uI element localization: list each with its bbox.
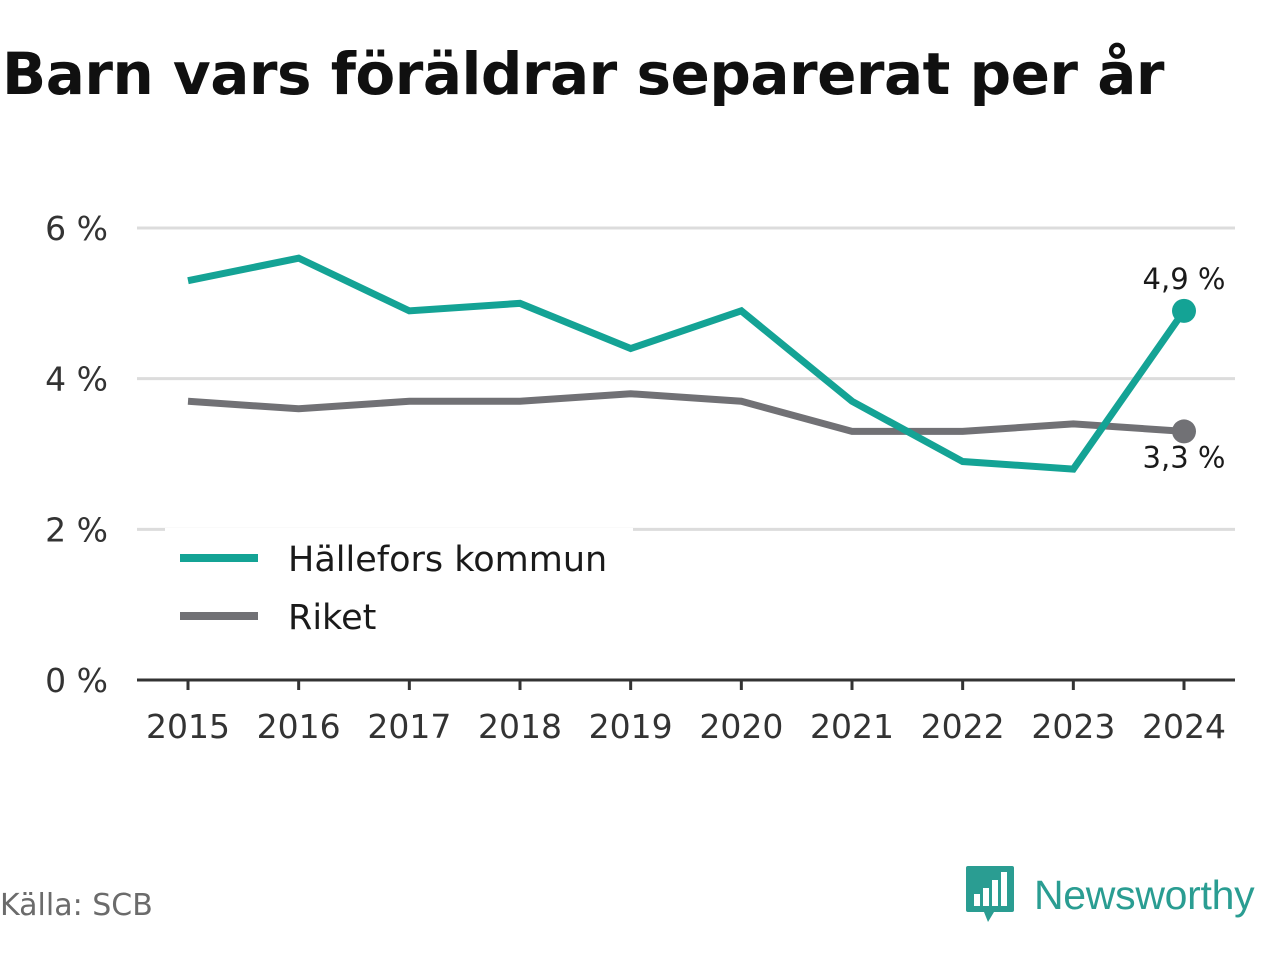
x-tick-label: 2022 <box>921 707 1005 746</box>
grid-lines <box>137 226 1235 531</box>
x-tick-label: 2021 <box>810 707 894 746</box>
x-tick-label: 2018 <box>478 707 562 746</box>
series-line <box>187 254 1187 473</box>
series-end-point <box>1172 298 1196 323</box>
series-end-label: 3,3 % <box>1143 440 1226 474</box>
legend-label: Riket <box>288 598 376 638</box>
legend: Hällefors kommun Riket <box>165 528 633 644</box>
x-tick-label: 2019 <box>589 707 673 746</box>
x-tick-label: 2020 <box>699 707 783 746</box>
brand-logo[interactable]: Newsworthy <box>964 864 1255 926</box>
series-end-point <box>1172 419 1196 444</box>
x-tick-label: 2017 <box>367 707 451 746</box>
x-tick-label: 2024 <box>1142 707 1226 746</box>
x-axis-labels: 2015 2016 2017 2018 2019 2020 2021 2022 2023 2024 <box>146 707 1226 746</box>
brand-name: Newsworthy <box>1034 871 1255 918</box>
y-axis-labels: 0 % 2 % 4 % 6 % <box>45 209 108 700</box>
legend-label: Hällefors kommun <box>288 540 607 580</box>
series-line <box>187 390 1185 435</box>
series-end-label: 4,9 % <box>1143 262 1226 296</box>
line-chart: 0 % 2 % 4 % 6 % 2015 2016 2017 2018 2019 2020 202… <box>45 209 1235 746</box>
y-tick-label: 0 % <box>45 661 108 700</box>
x-tick-label: 2016 <box>257 707 341 746</box>
legend-background <box>165 528 633 644</box>
x-axis <box>137 678 1235 690</box>
x-tick-label: 2023 <box>1031 707 1115 746</box>
y-tick-label: 2 % <box>45 510 108 549</box>
x-tick-label: 2015 <box>146 707 230 746</box>
end-labels: 4,9 % 3,3 % <box>1143 262 1226 475</box>
y-tick-label: 6 % <box>45 209 108 248</box>
chart-title: Barn vars föräldrar separerat per år <box>2 40 1164 108</box>
y-tick-label: 4 % <box>45 360 108 399</box>
bar-chart-speech-bubble-icon <box>966 866 1014 922</box>
source-note: Källa: SCB <box>0 888 153 923</box>
series-lines <box>187 254 1196 473</box>
